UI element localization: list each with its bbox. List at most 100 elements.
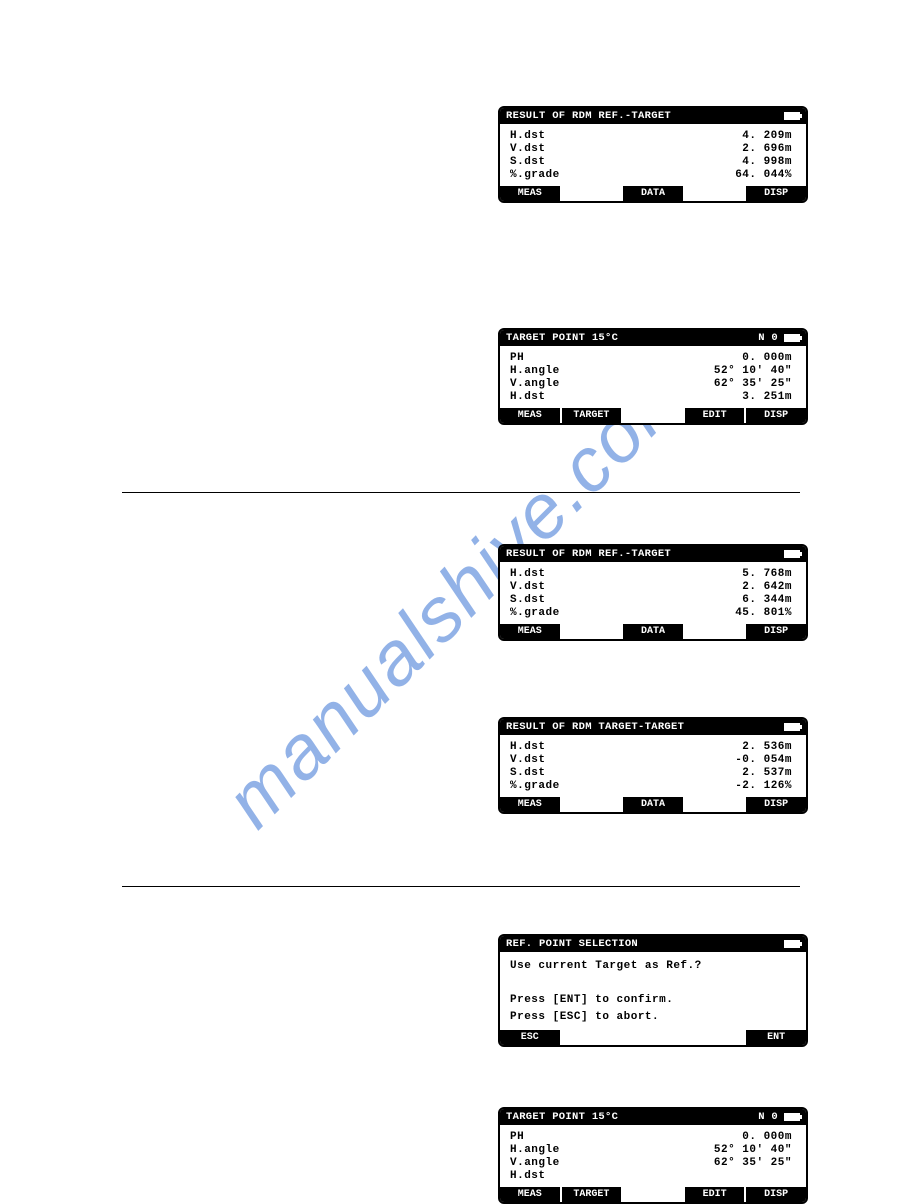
data-row: H.dst5. 768m [510,568,796,581]
softkey-bar: MEAS DATA DISP [500,624,806,639]
lcd-title-right [784,112,800,120]
data-row: %.grade-2. 126% [510,780,796,793]
row-value: 4. 209m [595,130,796,143]
softkey-edit[interactable]: EDIT [685,1187,747,1202]
softkey-empty [623,1187,685,1202]
message-line [510,975,796,992]
row-value: 4. 998m [595,156,796,169]
row-value: 52° 10′ 40″ [595,365,796,378]
row-value: 5. 768m [595,568,796,581]
row-value: 2. 536m [595,741,796,754]
softkey-ent[interactable]: ENT [746,1030,806,1045]
divider-2 [122,886,800,887]
battery-icon [784,334,800,342]
lcd-body: PH0. 000mH.angle52° 10′ 40″V.angle62° 35… [500,346,806,408]
battery-icon [784,940,800,948]
row-value: 3. 251m [595,391,796,404]
row-value: 6. 344m [595,594,796,607]
lcd-title-text: RESULT OF RDM REF.-TARGET [506,548,671,561]
softkey-meas[interactable]: MEAS [500,1187,562,1202]
row-label: %.grade [510,780,595,793]
row-label: V.dst [510,754,595,767]
softkey-disp[interactable]: DISP [746,408,806,423]
row-label: %.grade [510,169,595,182]
data-row: S.dst4. 998m [510,156,796,169]
row-value: 52° 10′ 40″ [595,1144,796,1157]
row-label: H.angle [510,365,595,378]
row-label: V.angle [510,1157,595,1170]
data-row: V.dst-0. 054m [510,754,796,767]
data-row: %.grade45. 801% [510,607,796,620]
data-row: H.dst2. 536m [510,741,796,754]
row-value: 62° 35′ 25″ [595,378,796,391]
data-row: H.dst4. 209m [510,130,796,143]
data-row: %.grade64. 044% [510,169,796,182]
row-label: H.dst [510,391,595,404]
softkey-disp[interactable]: DISP [746,797,806,812]
lcd-screen: TARGET POINT 15°CN 0PH0. 000mH.angle52° … [498,328,808,425]
row-value: 45. 801% [595,607,796,620]
lcd-body: H.dst4. 209mV.dst2. 696mS.dst4. 998m%.gr… [500,124,806,186]
lcd-title-text: RESULT OF RDM REF.-TARGET [506,110,671,123]
softkey-bar: MEASTARGET EDITDISP [500,408,806,423]
softkey-data[interactable]: DATA [623,186,685,201]
lcd-title-right: N 0 [758,1111,800,1124]
row-value [595,1170,796,1183]
row-label: %.grade [510,607,595,620]
row-label: H.dst [510,741,595,754]
data-row: V.dst2. 642m [510,581,796,594]
softkey-meas[interactable]: MEAS [500,408,562,423]
data-row: V.angle62° 35′ 25″ [510,1157,796,1170]
row-label: V.dst [510,143,595,156]
row-label: V.angle [510,378,595,391]
softkey-bar: MEASTARGET EDITDISP [500,1187,806,1202]
data-row: V.angle62° 35′ 25″ [510,378,796,391]
lcd-title-bar: RESULT OF RDM REF.-TARGET [500,108,806,124]
divider-1 [122,492,800,493]
lcd-title-bar: RESULT OF RDM REF.-TARGET [500,546,806,562]
softkey-meas[interactable]: MEAS [500,186,562,201]
softkey-data[interactable]: DATA [623,797,685,812]
softkey-disp[interactable]: DISP [746,186,806,201]
softkey-data[interactable]: DATA [623,624,685,639]
lcd-screen: TARGET POINT 15°CN 0PH0. 000mH.angle52° … [498,1107,808,1204]
row-label: PH [510,1131,595,1144]
row-value: 62° 35′ 25″ [595,1157,796,1170]
row-label: S.dst [510,156,595,169]
softkey-bar: ESC ENT [500,1030,806,1045]
softkey-bar: MEAS DATA DISP [500,186,806,201]
lcd-title-right-text: N 0 [758,332,778,345]
softkey-target[interactable]: TARGET [562,408,624,423]
lcd-title-right [784,550,800,558]
row-value: -0. 054m [595,754,796,767]
data-row: S.dst6. 344m [510,594,796,607]
row-label: H.angle [510,1144,595,1157]
data-row: H.dst [510,1170,796,1183]
message-line: Use current Target as Ref.? [510,958,796,975]
softkey-meas[interactable]: MEAS [500,797,562,812]
message-line: Press [ESC] to abort. [510,1009,796,1026]
softkey-meas[interactable]: MEAS [500,624,562,639]
softkey-target[interactable]: TARGET [562,1187,624,1202]
row-value: 0. 000m [595,1131,796,1144]
lcd-title-right [784,723,800,731]
softkey-disp[interactable]: DISP [746,624,806,639]
lcd-screen: RESULT OF RDM REF.-TARGETH.dst4. 209mV.d… [498,106,808,203]
softkey-empty [562,624,624,639]
row-label: S.dst [510,594,595,607]
softkey-disp[interactable]: DISP [746,1187,806,1202]
lcd-title-text: RESULT OF RDM TARGET-TARGET [506,721,684,734]
row-label: H.dst [510,130,595,143]
row-value: 0. 000m [595,352,796,365]
softkey-esc[interactable]: ESC [500,1030,562,1045]
lcd-title-right [784,940,800,948]
data-row: PH0. 000m [510,352,796,365]
softkey-empty [685,186,747,201]
battery-icon [784,1113,800,1121]
lcd-title-bar: TARGET POINT 15°CN 0 [500,330,806,346]
battery-icon [784,112,800,120]
softkey-edit[interactable]: EDIT [685,408,747,423]
lcd-body: PH0. 000mH.angle52° 10′ 40″V.angle62° 35… [500,1125,806,1187]
row-label: S.dst [510,767,595,780]
data-row: V.dst2. 696m [510,143,796,156]
